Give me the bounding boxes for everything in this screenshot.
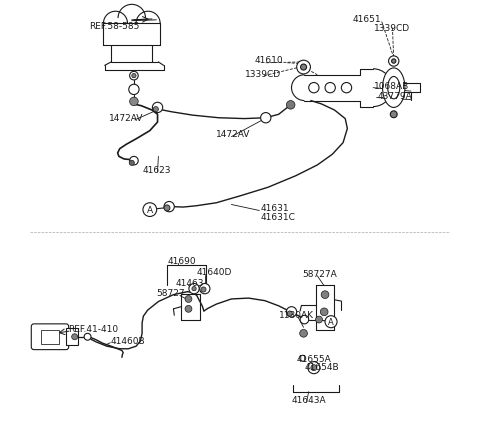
Circle shape xyxy=(300,316,309,324)
Circle shape xyxy=(130,157,138,166)
Circle shape xyxy=(300,330,307,337)
Circle shape xyxy=(341,83,352,94)
Text: 1339CD: 1339CD xyxy=(374,24,410,33)
Ellipse shape xyxy=(383,69,405,108)
Circle shape xyxy=(129,161,134,166)
Circle shape xyxy=(311,365,317,371)
Circle shape xyxy=(390,112,397,118)
Text: 41654B: 41654B xyxy=(304,362,339,372)
Circle shape xyxy=(185,306,192,312)
Text: 41463: 41463 xyxy=(175,278,204,287)
Text: A: A xyxy=(328,318,334,326)
Circle shape xyxy=(130,72,138,81)
Text: A: A xyxy=(147,206,153,215)
Circle shape xyxy=(321,291,329,299)
Circle shape xyxy=(130,98,138,106)
Text: 41623: 41623 xyxy=(142,165,170,174)
Circle shape xyxy=(325,83,336,94)
Circle shape xyxy=(309,83,319,94)
Text: 41643A: 41643A xyxy=(291,395,326,404)
Text: 58727: 58727 xyxy=(156,289,185,298)
Circle shape xyxy=(185,296,192,302)
Circle shape xyxy=(287,101,295,110)
Text: 41631C: 41631C xyxy=(261,213,296,221)
Text: 1339CD: 1339CD xyxy=(245,70,281,79)
Circle shape xyxy=(300,65,307,71)
Circle shape xyxy=(129,85,139,95)
Text: 1130AK: 1130AK xyxy=(279,310,313,319)
Text: 1068AB: 1068AB xyxy=(374,82,409,91)
Circle shape xyxy=(84,334,91,340)
Circle shape xyxy=(192,287,196,291)
Circle shape xyxy=(325,316,337,328)
Text: 43779A: 43779A xyxy=(377,92,412,101)
Circle shape xyxy=(297,61,311,75)
Circle shape xyxy=(143,203,156,217)
Text: REF.41-410: REF.41-410 xyxy=(68,324,119,333)
Text: 41631: 41631 xyxy=(261,204,289,213)
Text: 1472AV: 1472AV xyxy=(216,130,250,139)
Circle shape xyxy=(287,307,297,317)
Text: REF.58-585: REF.58-585 xyxy=(89,22,139,31)
Circle shape xyxy=(308,362,320,374)
Circle shape xyxy=(261,113,271,124)
Text: 41640D: 41640D xyxy=(197,267,232,276)
Circle shape xyxy=(392,60,396,64)
Circle shape xyxy=(164,205,170,211)
FancyBboxPatch shape xyxy=(66,329,78,345)
Text: 41651: 41651 xyxy=(352,16,381,24)
FancyBboxPatch shape xyxy=(41,330,59,344)
Circle shape xyxy=(164,202,174,212)
Circle shape xyxy=(132,74,136,79)
Circle shape xyxy=(389,57,399,67)
Text: 41460B: 41460B xyxy=(110,336,145,345)
Text: 58727A: 58727A xyxy=(302,269,336,278)
Circle shape xyxy=(287,311,292,316)
Circle shape xyxy=(152,103,163,113)
Circle shape xyxy=(200,284,210,294)
Circle shape xyxy=(72,334,78,340)
Text: 41690: 41690 xyxy=(168,256,196,265)
Circle shape xyxy=(201,287,206,293)
Text: 1472AV: 1472AV xyxy=(109,114,144,123)
Circle shape xyxy=(300,355,306,362)
Ellipse shape xyxy=(388,77,400,99)
Circle shape xyxy=(153,107,158,112)
Text: 41610: 41610 xyxy=(254,56,283,65)
Text: 41655A: 41655A xyxy=(297,354,331,363)
Circle shape xyxy=(320,308,328,316)
Circle shape xyxy=(315,316,323,323)
FancyBboxPatch shape xyxy=(31,324,69,350)
Circle shape xyxy=(189,284,199,294)
